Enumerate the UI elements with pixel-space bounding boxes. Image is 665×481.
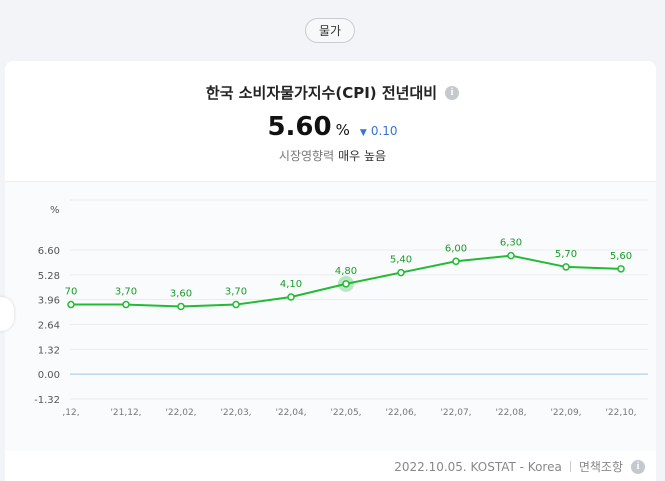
y-tick-label: 5.28	[38, 271, 60, 282]
x-tick-label: '22,02,	[165, 408, 196, 418]
data-label: 5,40	[390, 255, 412, 266]
data-point	[122, 300, 130, 309]
data-point	[397, 268, 405, 277]
title-row: 한국 소비자물가지수(CPI) 전년대비 i	[0, 82, 665, 103]
disclaimer-link[interactable]: 면책조항	[578, 460, 623, 474]
data-label: 5,70	[555, 249, 577, 260]
x-tick-label: '22,08,	[495, 408, 526, 418]
data-label: 5,60	[610, 251, 632, 262]
data-point	[562, 263, 570, 271]
down-triangle-icon: ▼	[359, 128, 367, 138]
x-tick-label: '22,05,	[330, 408, 361, 418]
data-label: 3,70	[115, 287, 137, 298]
x-tick-label: '22,07,	[440, 408, 471, 418]
data-label: 4,80	[335, 266, 357, 277]
y-tick-label: -1.32	[34, 395, 60, 406]
data-label: 3,60	[170, 288, 192, 299]
data-point	[342, 280, 350, 288]
side-scroll-handle[interactable]	[0, 297, 14, 331]
source-text: 2022.10.05. KOSTAT - Korea	[394, 459, 562, 474]
y-tick-label: 3.96	[38, 296, 60, 307]
data-label: 4,10	[280, 279, 302, 290]
impact-label: 시장영향력	[278, 149, 335, 163]
x-tick-label: '22,09,	[550, 408, 581, 418]
info-icon[interactable]: i	[445, 85, 460, 100]
data-point	[507, 251, 515, 260]
y-tick-label: 1.32	[38, 345, 60, 356]
chart-area	[5, 181, 656, 451]
data-point	[177, 302, 185, 311]
value-unit: %	[335, 121, 350, 139]
y-tick-label: 6.60	[38, 246, 60, 257]
chart-title: 한국 소비자물가지수(CPI) 전년대비	[205, 84, 438, 102]
x-tick-label: '22,06,	[385, 408, 416, 418]
current-value: 5.60	[267, 112, 332, 142]
y-tick-label: 2.64	[38, 321, 60, 332]
data-point	[617, 265, 625, 273]
data-point	[67, 300, 75, 309]
y-axis-unit: %	[50, 205, 60, 216]
footer-divider	[569, 461, 571, 472]
data-label: 70	[65, 287, 78, 298]
data-point	[452, 257, 460, 266]
x-tick-label: ,12,	[62, 408, 79, 418]
data-label: 3,70	[225, 287, 247, 298]
x-tick-label: '22,10,	[605, 408, 636, 418]
data-point	[232, 300, 240, 309]
disclaimer-info-icon[interactable]: i	[631, 459, 645, 474]
x-tick-label: '22,04,	[275, 408, 306, 418]
category-tag[interactable]: 물가	[305, 18, 355, 43]
x-tick-label: '21,12,	[110, 408, 141, 418]
y-tick-label: 0.00	[38, 370, 60, 381]
footer: 2022.10.05. KOSTAT - Korea 면책조항 i	[394, 458, 645, 475]
change-value: 0.10	[370, 124, 398, 138]
value-row: 5.60 % ▼ 0.10	[0, 112, 665, 142]
data-label: 6,30	[500, 238, 522, 249]
x-tick-label: '22,03,	[220, 408, 251, 418]
data-point	[287, 293, 295, 301]
data-label: 6,00	[445, 243, 467, 254]
impact-row: 시장영향력 매우 높음	[0, 147, 665, 164]
impact-value: 매우 높음	[338, 149, 387, 163]
